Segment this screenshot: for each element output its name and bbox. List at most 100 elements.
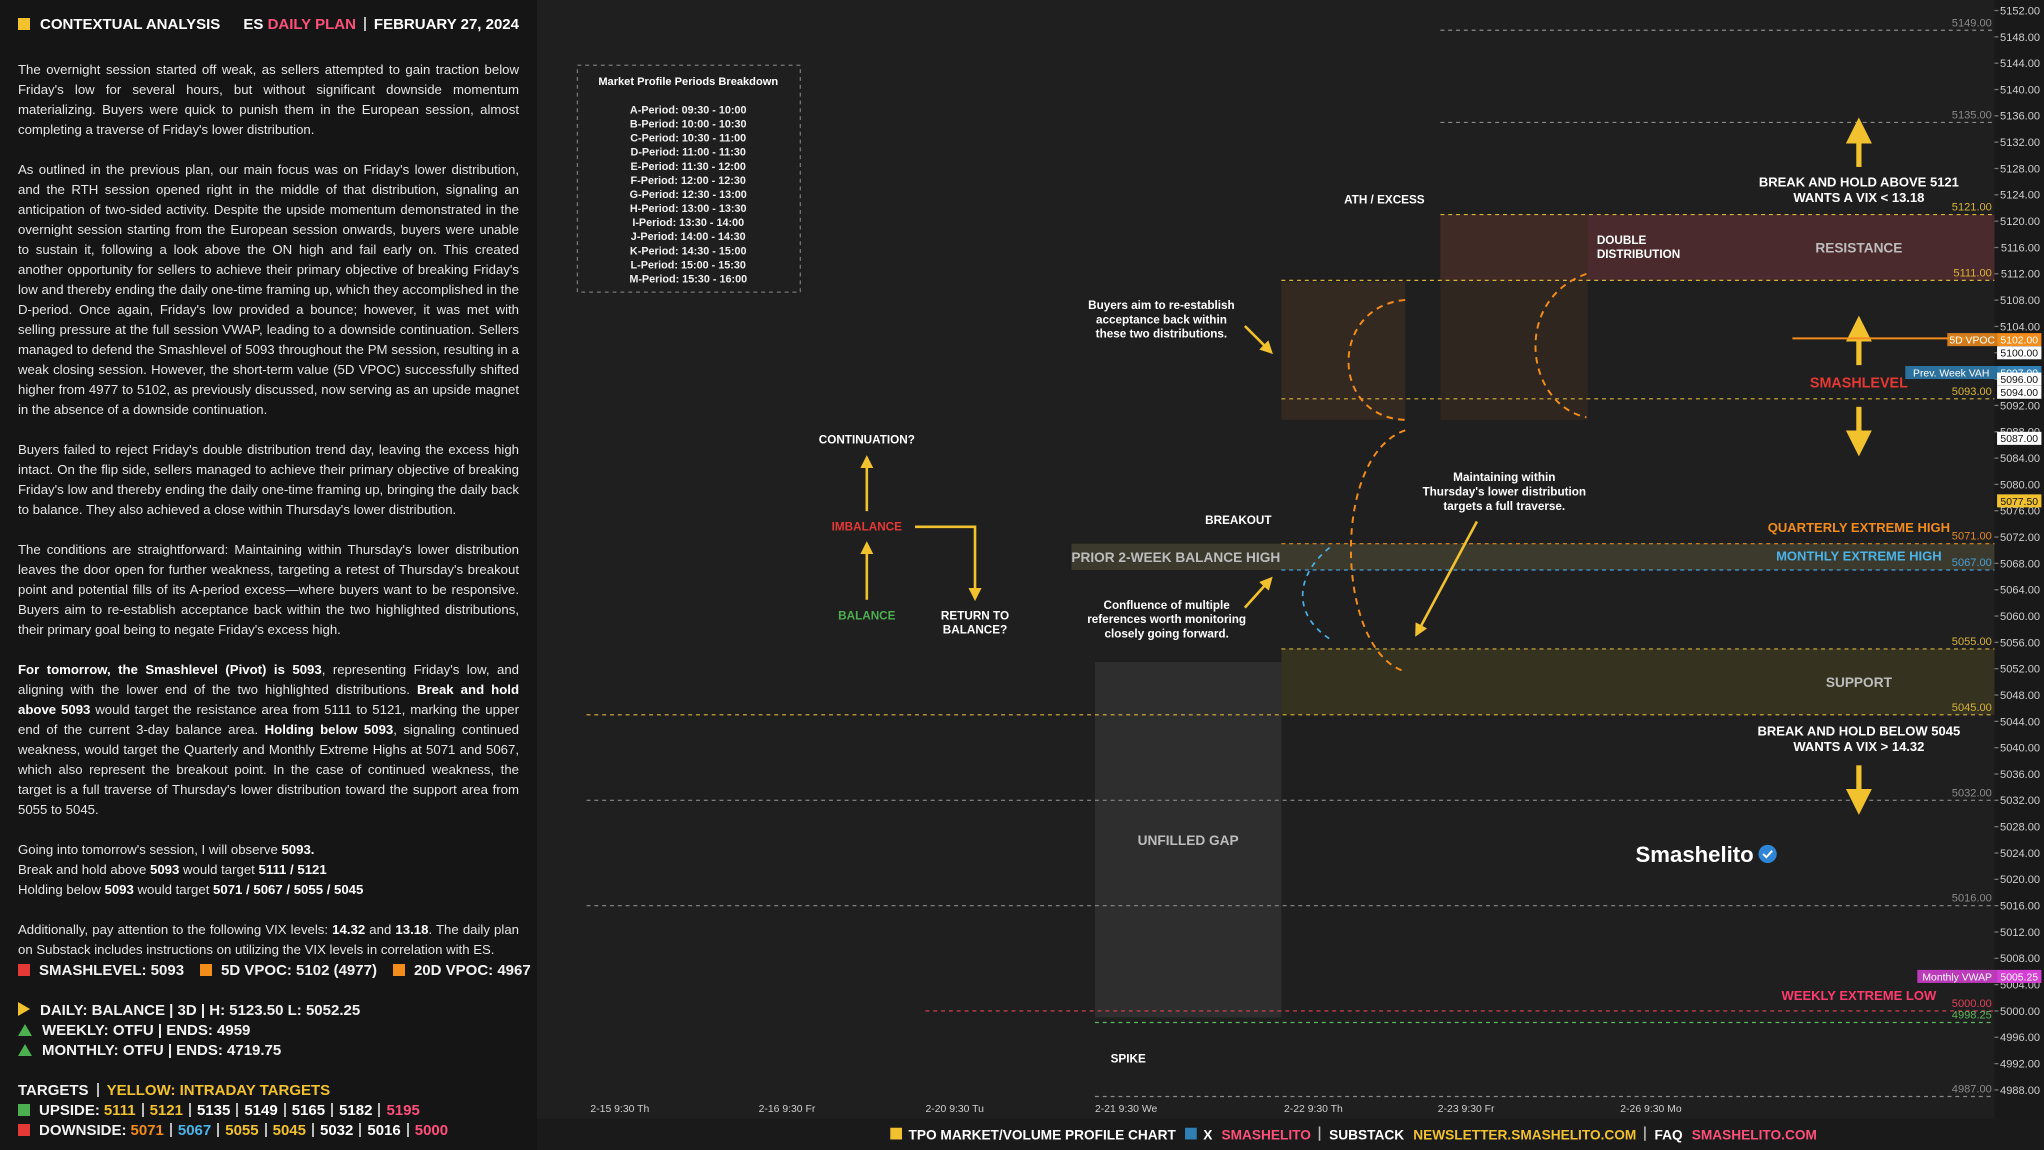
- zone: [1281, 648, 1995, 715]
- level-label: 5071.00: [1952, 531, 1992, 543]
- bold-run: Holding below 5093: [264, 722, 394, 737]
- observe-line: Going into tomorrow's session, I will ob…: [18, 840, 519, 860]
- annotation: Buyers aim to re-establish: [1088, 299, 1235, 312]
- annotation: BREAK AND HOLD ABOVE 5121: [1759, 175, 1959, 190]
- annotation: Confluence of multiple: [1103, 599, 1230, 612]
- y-tick-label: 5136.00: [2000, 111, 2040, 123]
- y-tick-label: 5112.00: [2001, 269, 2040, 281]
- zone-label: PRIOR 2-WEEK BALANCE HIGH: [1071, 550, 1280, 565]
- breakdown-row: C-Period: 10:30 - 11:00: [630, 133, 746, 145]
- y-tick-label: 5084.00: [2000, 453, 2040, 465]
- stat-text: WEEKLY: OTFU | ENDS: 4959: [42, 1022, 251, 1039]
- y-tick-label: 5000.00: [2000, 1006, 2040, 1018]
- distribution-box: [1440, 215, 1588, 420]
- y-tick-label: 5012.00: [2000, 927, 2040, 939]
- breakdown-title: Market Profile Periods Breakdown: [598, 76, 778, 88]
- annotation: DISTRIBUTION: [1597, 248, 1680, 261]
- session-labels: 2-15 9:30 Th 2-16 9:30 Fr 2-20 9:30 Tu 2-21…: [590, 1104, 1681, 1115]
- bold-run: 5093: [149, 862, 180, 877]
- separator: [312, 1123, 314, 1137]
- footer-text: SUBSTACK: [1329, 1127, 1404, 1142]
- axis-tag: [1997, 431, 2042, 445]
- legend-text: 5D VPOC: 5102 (4977): [221, 962, 377, 979]
- arrow: [1415, 520, 1479, 637]
- zone-label: RESISTANCE: [1815, 241, 1902, 256]
- stat-row: DAILY: BALANCE | 3D | H: 5123.50 L: 5052…: [18, 1002, 360, 1019]
- targets-title: TARGETS: [18, 1082, 89, 1099]
- y-tick-label: 5052.00: [2000, 664, 2040, 676]
- highlight-ellipses: [1347, 272, 1587, 673]
- separator: [141, 1103, 144, 1117]
- x-tick-label: 2-26 9:30 Mo: [1620, 1104, 1682, 1115]
- y-tick-label: 5148.00: [2000, 32, 2040, 44]
- y-tick-label: 5016.00: [2000, 901, 2040, 913]
- target-swatch: [18, 1124, 30, 1136]
- text-run: . The daily plan on Substack includes in…: [18, 922, 519, 957]
- level-label: 5149.00: [1952, 17, 1992, 29]
- target-row: UPSIDE: 5111 5121 5135 5149 5165 5182 5195: [18, 1102, 420, 1119]
- separator: [188, 1103, 191, 1117]
- bold-run: 14.32: [332, 922, 366, 937]
- annotation: WANTS A VIX < 13.18: [1793, 190, 1924, 205]
- x-tick-label: 2-23 9:30 Fr: [1438, 1104, 1495, 1115]
- axis-tag-label: 5102.00: [2000, 336, 2038, 347]
- sidebar: CONTEXTUAL ANALYSIS ES DAILY PLAN FEBRUAR…: [0, 0, 537, 1150]
- axis-tag-label: 5100.00: [2000, 349, 2038, 360]
- y-tick-label: 5028.00: [2000, 822, 2040, 834]
- footer-text: SMASHELITO: [1222, 1127, 1312, 1142]
- footer-background: [537, 1118, 2044, 1150]
- footer-text: FAQ: [1655, 1127, 1683, 1142]
- target-value: 5121: [149, 1102, 183, 1119]
- level-label: 5093.00: [1952, 386, 1992, 398]
- plan-label: DAILY PLAN: [267, 16, 356, 33]
- bold-run: 5111 / 5121: [258, 862, 327, 877]
- target-value: 5165: [291, 1102, 326, 1119]
- annotation: references worth monitoring: [1087, 613, 1246, 626]
- brand: Smashelito: [1636, 842, 1754, 867]
- target-value: 5182: [339, 1102, 373, 1119]
- y-tick-label: 5008.00: [2000, 953, 2040, 965]
- level-label: 5045.00: [1952, 702, 1992, 714]
- target-value: 5016: [367, 1122, 401, 1139]
- x-tick-label: 2-21 9:30 We: [1095, 1104, 1157, 1115]
- target-value: 5067: [177, 1122, 212, 1139]
- target-value: 5032: [320, 1122, 354, 1139]
- target-swatch: [18, 1104, 30, 1116]
- axis-tag-name: Monthly VWAP: [1922, 972, 1992, 983]
- y-tick-label: 5140.00: [2000, 84, 2040, 96]
- verified-badge: [1758, 844, 1777, 864]
- target-row: DOWNSIDE: 5071 5067 5055 5045 5032 5016 5000: [18, 1122, 448, 1139]
- y-tick-label: 5092.00: [2000, 400, 2040, 412]
- text-run: and: [365, 922, 396, 937]
- legend: SMASHLEVEL: 5093 5D VPOC: 5102 (4977) 20D …: [18, 962, 547, 979]
- levels: 5149.00 5135.00 5121.00 5111.00 5093.00 5071.…: [586, 17, 1995, 1098]
- y-tick-label: 5068.00: [2000, 558, 2040, 570]
- legend-item: 20D VPOC: 4967: [392, 962, 531, 979]
- y-tick-label: 5064.00: [2000, 585, 2040, 597]
- stat-row: MONTHLY: OTFU | ENDS: 4719.75: [18, 1042, 281, 1059]
- y-tick-label: 5080.00: [2000, 479, 2040, 491]
- level-label: 5067.00: [1952, 557, 1992, 569]
- legend-item: 5D VPOC: 5102 (4977): [200, 962, 377, 979]
- highlight-ellipse: [1301, 546, 1331, 640]
- header-right: ES DAILY PLAN FEBRUARY 27, 2024: [243, 16, 519, 33]
- y-tick-label: 5072.00: [2000, 532, 2040, 544]
- target-value: 5149: [244, 1102, 278, 1119]
- target-value: 5045: [272, 1122, 306, 1139]
- axis-tag: [1997, 372, 2042, 386]
- arrow: [915, 525, 982, 602]
- level-label: 5135.00: [1952, 110, 1992, 122]
- stat-text: MONTHLY: OTFU | ENDS: 4719.75: [42, 1042, 282, 1059]
- header-title: CONTEXTUAL ANALYSIS: [40, 16, 221, 33]
- targets-header: TARGETS YELLOW: INTRADAY TARGETS: [18, 1082, 330, 1099]
- annotation: BALANCE: [838, 609, 895, 622]
- footer-text: TPO MARKET/VOLUME PROFILE CHART: [909, 1127, 1177, 1142]
- level-label: 5121.00: [1952, 202, 1992, 214]
- x-tick-label: 2-16 9:30 Fr: [759, 1104, 816, 1115]
- text-run: would target: [179, 862, 259, 877]
- y-tick-label: 5120.00: [2000, 216, 2040, 228]
- annotation: IMBALANCE: [832, 521, 902, 534]
- axis-tag-name: Prev. Week VAH: [1913, 368, 1989, 379]
- footer-swatch: [890, 1127, 903, 1140]
